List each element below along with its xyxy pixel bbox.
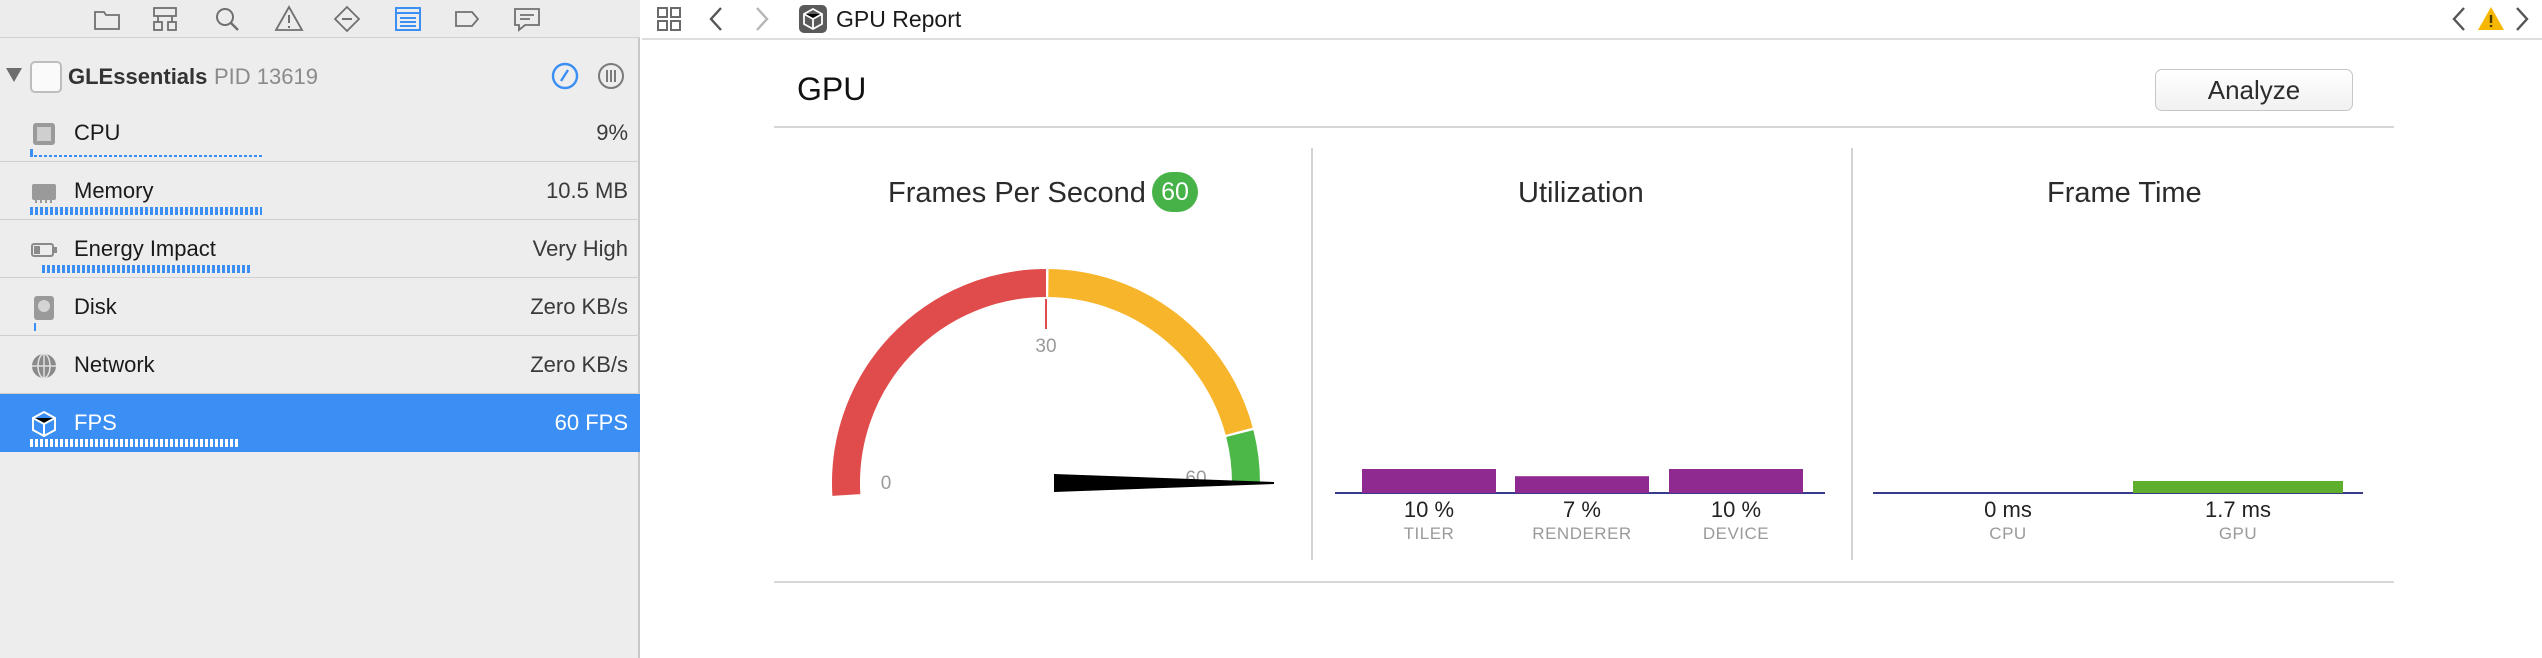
next-issue-chevron-icon[interactable] bbox=[2506, 4, 2536, 34]
gauge-zone-green bbox=[1226, 430, 1260, 484]
gauge-value: Very High bbox=[532, 236, 628, 261]
bar-value-label: 0 ms bbox=[1984, 497, 2032, 522]
bar-renderer bbox=[1515, 476, 1649, 493]
disclosure-triangle-icon[interactable] bbox=[6, 68, 22, 82]
gauge-zone-red bbox=[832, 269, 1047, 496]
gpu-cube-icon bbox=[32, 410, 56, 438]
bar-value-label: 7 % bbox=[1563, 497, 1601, 522]
gauge-label: Network bbox=[74, 352, 155, 377]
debug-navigator-icon[interactable] bbox=[391, 2, 425, 36]
panel-divider bbox=[1851, 148, 1853, 560]
bar-category-label: DEVICE bbox=[1702, 524, 1770, 543]
gauge-value: Zero KB/s bbox=[530, 352, 628, 377]
battery-icon bbox=[31, 243, 57, 257]
fps-sparkline bbox=[30, 439, 240, 447]
gauge-row-energy-impact[interactable]: Energy Impact Very High bbox=[0, 220, 640, 278]
utilization-panel-title: Utilization bbox=[1518, 177, 1644, 209]
gauge-row-disk[interactable]: Disk Zero KB/s bbox=[0, 278, 640, 336]
analyze-button[interactable]: Analyze bbox=[2155, 69, 2353, 111]
frame-time-chart bbox=[1873, 481, 2363, 494]
gauge-needle bbox=[1054, 474, 1274, 492]
gauge-label: Energy Impact bbox=[74, 236, 216, 261]
test-navigator-diamond-icon[interactable] bbox=[330, 2, 364, 36]
bar-category-label: TILER bbox=[1403, 524, 1455, 543]
gauge-label: Memory bbox=[74, 178, 154, 203]
bar-value-label: 1.7 ms bbox=[2204, 497, 2272, 522]
memory-sparkline bbox=[30, 207, 262, 215]
fps-panel-title: Frames Per Second bbox=[888, 177, 1146, 209]
issue-warning-icon[interactable] bbox=[272, 2, 306, 36]
gauge-icon[interactable] bbox=[551, 62, 579, 90]
gauge-row-network[interactable]: Network Zero KB/s bbox=[0, 336, 640, 394]
frame-time-panel-title: Frame Time bbox=[2047, 177, 2202, 209]
gauge-row-cpu[interactable]: CPU 9% bbox=[0, 104, 640, 162]
search-icon[interactable] bbox=[210, 2, 244, 36]
forward-chevron-icon[interactable] bbox=[746, 4, 776, 34]
gpu-report-cube-icon bbox=[799, 5, 827, 33]
cpu-chip-icon bbox=[33, 123, 55, 145]
disk-drive-icon bbox=[34, 296, 54, 320]
navigator-toolbar bbox=[0, 0, 640, 38]
gauge-row-fps[interactable]: FPS 60 FPS bbox=[0, 394, 640, 452]
symbol-navigator-icon[interactable] bbox=[148, 2, 182, 36]
panel-divider bbox=[1311, 148, 1313, 560]
report-navigator-icon[interactable] bbox=[510, 2, 544, 36]
bar-tiler bbox=[1362, 469, 1496, 493]
process-row[interactable]: GLEssentials PID 13619 bbox=[0, 58, 640, 94]
fps-badge: 60 bbox=[1152, 172, 1198, 212]
gauge-value: 10.5 MB bbox=[546, 178, 628, 203]
gauge-label: FPS bbox=[74, 410, 117, 435]
editor-jump-bar: GPU Report bbox=[642, 0, 2542, 40]
memory-icon bbox=[32, 184, 56, 203]
related-items-grid-icon[interactable] bbox=[654, 4, 684, 34]
back-chevron-icon[interactable] bbox=[702, 4, 732, 34]
gauge-row-memory[interactable]: Memory 10.5 MB bbox=[0, 162, 640, 220]
gauge-value: Zero KB/s bbox=[530, 294, 628, 319]
gauge-tick-label: 0 bbox=[881, 473, 892, 494]
cpu-sparkline bbox=[30, 149, 262, 157]
utilization-chart bbox=[1335, 469, 1825, 494]
gauge-zone-orange bbox=[1048, 269, 1253, 435]
bar-category-label: CPU bbox=[1989, 524, 2027, 543]
breadcrumb-title[interactable]: GPU Report bbox=[836, 6, 962, 32]
app-icon bbox=[30, 61, 62, 93]
gauge-value: 9% bbox=[596, 120, 628, 145]
project-navigator-folder-icon[interactable] bbox=[90, 2, 124, 36]
gauge-tick-label: 30 bbox=[1035, 336, 1056, 357]
process-pid: PID 13619 bbox=[214, 64, 318, 89]
debug-navigator: GLEssentials PID 13619 CPU 9% Memory 10.… bbox=[0, 0, 640, 658]
warning-icon[interactable] bbox=[2476, 4, 2506, 34]
gauge-label: Disk bbox=[74, 294, 117, 319]
energy-sparkline bbox=[42, 265, 250, 273]
header-divider bbox=[774, 126, 2394, 128]
bottom-divider bbox=[774, 581, 2394, 583]
bar-gpu bbox=[2133, 481, 2343, 493]
bar-value-label: 10 % bbox=[1403, 497, 1455, 522]
bar-category-label: GPU bbox=[2218, 524, 2258, 543]
breakpoint-navigator-icon[interactable] bbox=[450, 2, 484, 36]
network-globe-icon bbox=[32, 353, 56, 379]
previous-issue-chevron-icon[interactable] bbox=[2445, 4, 2475, 34]
bar-device bbox=[1669, 469, 1803, 493]
bar-value-label: 10 % bbox=[1710, 497, 1762, 522]
bar-category-label: RENDERER bbox=[1532, 524, 1632, 543]
process-name: GLEssentials bbox=[68, 64, 208, 89]
gauge-value: 60 FPS bbox=[554, 410, 628, 435]
gauge-label: CPU bbox=[74, 120, 121, 145]
pause-threads-icon[interactable] bbox=[597, 62, 625, 90]
report-title: GPU bbox=[797, 71, 867, 107]
disk-sparkline bbox=[34, 323, 36, 331]
